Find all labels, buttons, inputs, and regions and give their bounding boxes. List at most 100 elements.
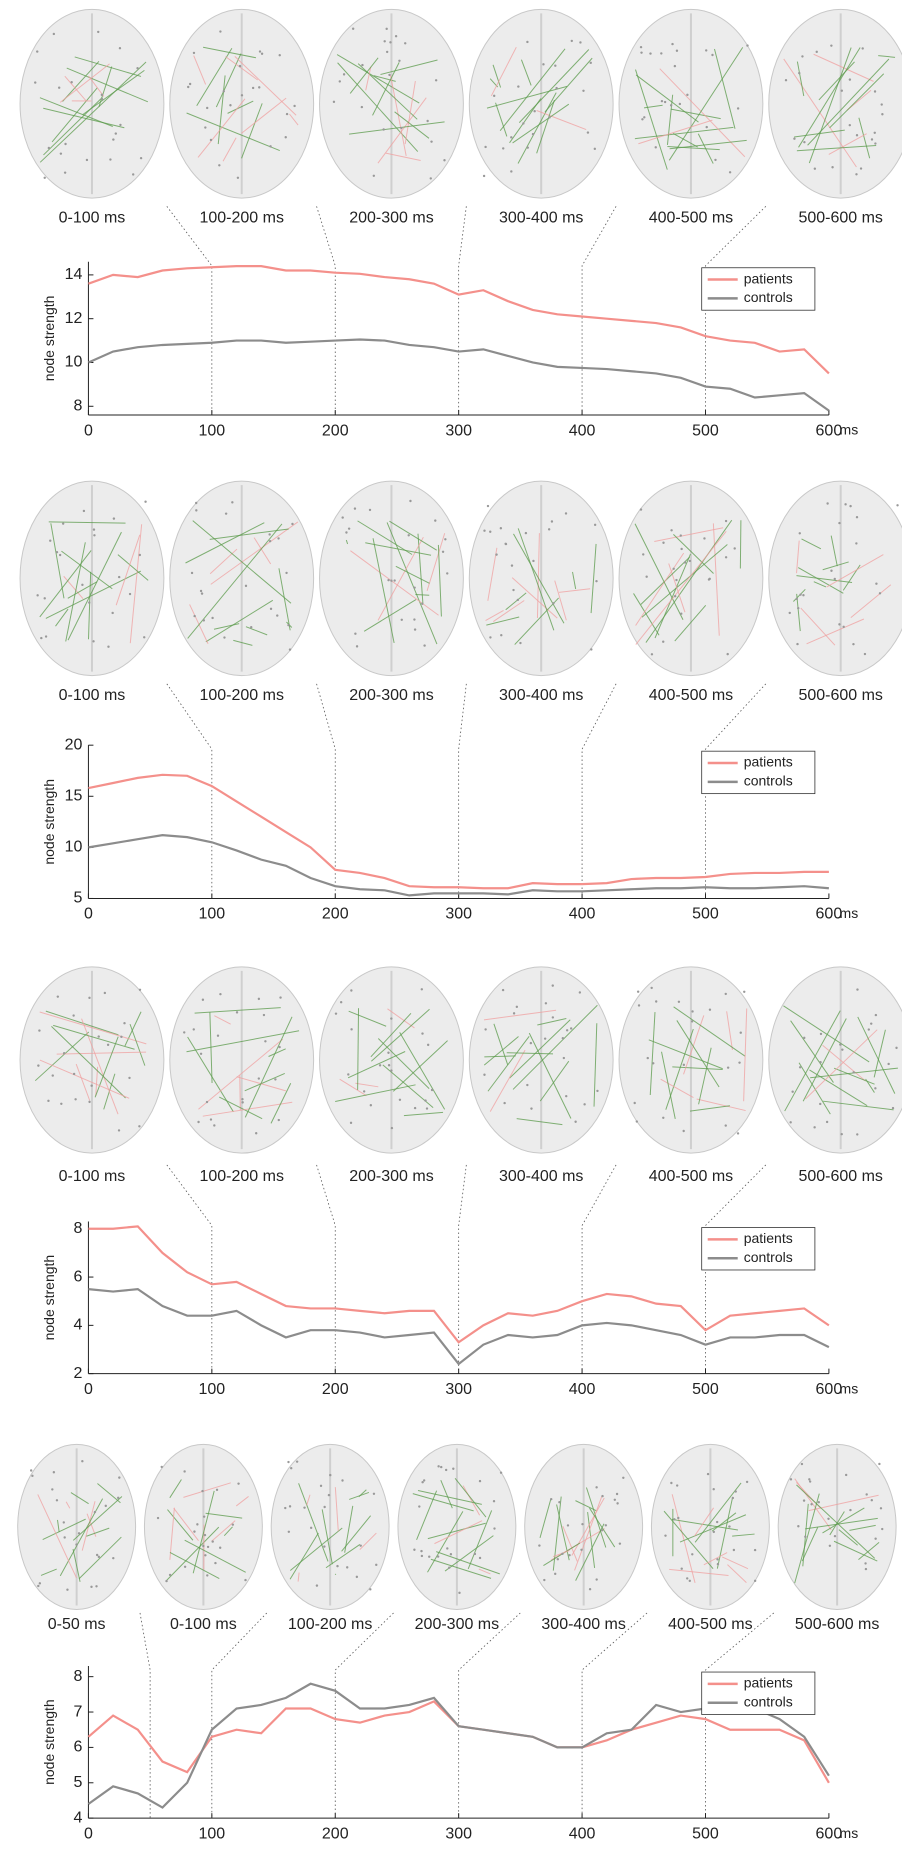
electrode: [352, 28, 354, 30]
electrode: [157, 1517, 159, 1519]
electrode: [34, 81, 36, 83]
electrode: [445, 1469, 447, 1471]
electrode: [219, 30, 221, 32]
electrode: [595, 1578, 597, 1580]
brain-illustration: [170, 481, 314, 676]
electrode: [263, 1014, 265, 1016]
electrode: [212, 1540, 214, 1542]
electrode: [732, 1497, 734, 1499]
electrode: [426, 120, 428, 122]
electrode: [838, 522, 840, 524]
electrode: [689, 1580, 691, 1582]
electrode: [229, 104, 231, 106]
brain-illustration: [525, 1444, 643, 1609]
electrode: [865, 1568, 867, 1570]
electrode: [335, 1012, 337, 1014]
electrode: [139, 989, 141, 991]
electrode: [516, 1006, 518, 1008]
electrode: [819, 1103, 821, 1105]
electrode: [587, 131, 589, 133]
y-tick-label: 14: [65, 266, 83, 283]
electrode: [36, 50, 38, 52]
electrode: [738, 1061, 740, 1063]
x-tick-label: 100: [198, 906, 225, 923]
electrode: [259, 50, 261, 52]
x-tick-label: 400: [569, 906, 596, 923]
electrode: [483, 175, 485, 177]
electrode: [250, 626, 252, 628]
electrode: [871, 1499, 873, 1501]
brain-label: 200-300 ms: [349, 1168, 434, 1185]
electrode: [662, 542, 664, 544]
x-tick-label: 300: [445, 1825, 472, 1842]
electrode: [446, 1547, 448, 1549]
electrode: [44, 177, 46, 179]
electrode: [393, 579, 395, 581]
electrode: [705, 49, 707, 51]
electrode: [517, 85, 519, 87]
brain-illustration: [170, 9, 314, 198]
x-tick-label: 500: [692, 1381, 719, 1398]
electrode: [361, 64, 363, 66]
electrode: [388, 1064, 390, 1066]
electrode: [550, 1498, 552, 1500]
electrode: [754, 1580, 756, 1582]
electrode: [219, 993, 221, 995]
electrode: [571, 40, 573, 42]
electrode: [874, 142, 876, 144]
electrode: [241, 94, 243, 96]
electrode: [791, 1091, 793, 1093]
electrode: [865, 1493, 867, 1495]
electrode: [801, 55, 803, 57]
electrode: [458, 1592, 460, 1594]
electrode: [211, 617, 213, 619]
brain-illustration: [20, 481, 164, 676]
electrode: [856, 1133, 858, 1135]
electrode: [236, 1011, 238, 1013]
electrode: [727, 1066, 729, 1068]
electrode: [345, 531, 347, 533]
electrode: [801, 1463, 803, 1465]
electrode: [676, 50, 678, 52]
electrode: [662, 1117, 664, 1119]
electrode: [860, 167, 862, 169]
electrode: [594, 524, 596, 526]
electrode: [109, 158, 111, 160]
electrode: [582, 90, 584, 92]
legend-label: controls: [744, 1693, 793, 1709]
electrode: [424, 1099, 426, 1101]
x-unit: ms: [840, 422, 859, 438]
electrode: [655, 1000, 657, 1002]
electrode: [661, 100, 663, 102]
electrode: [803, 1037, 805, 1039]
electrode: [681, 1568, 683, 1570]
electrode: [717, 1563, 719, 1565]
electrode: [834, 1535, 836, 1537]
electrode: [350, 989, 352, 991]
electrode: [799, 1066, 801, 1068]
electrode: [887, 1063, 889, 1065]
x-tick-label: 600: [816, 422, 843, 439]
electrode: [138, 1125, 140, 1127]
electrode: [340, 1001, 342, 1003]
electrode: [500, 527, 502, 529]
electrode: [874, 1538, 876, 1540]
legend-label: controls: [744, 1249, 793, 1265]
electrode: [532, 133, 534, 135]
brain-label: 500-600 ms: [798, 687, 883, 704]
electrode: [555, 87, 557, 89]
x-tick-label: 500: [692, 906, 719, 923]
brain-label: 0-50 ms: [48, 1616, 106, 1633]
electrode: [210, 1118, 212, 1120]
electrode: [605, 1524, 607, 1526]
electrode: [187, 86, 189, 88]
electrode: [93, 534, 95, 536]
electrode: [216, 1489, 218, 1491]
electrode: [820, 1033, 822, 1035]
electrode: [49, 540, 51, 542]
electrode: [566, 1029, 568, 1031]
y-tick-label: 7: [74, 1703, 83, 1720]
electrode: [193, 1028, 195, 1030]
electrode: [479, 1557, 481, 1559]
electrode: [81, 1460, 83, 1462]
